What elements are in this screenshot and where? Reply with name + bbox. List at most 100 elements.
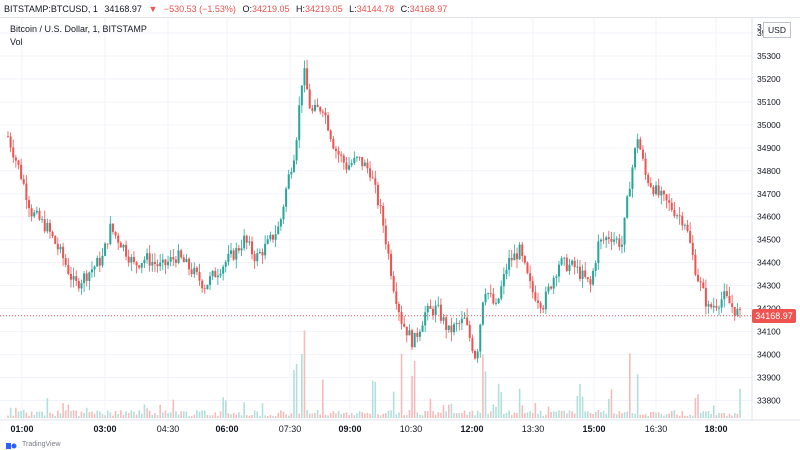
volume-bar [209, 415, 211, 418]
candle-body [416, 332, 419, 337]
volume-bar [203, 410, 206, 418]
volume-bar [167, 413, 169, 418]
volume-bar [282, 411, 285, 418]
candle-body [348, 165, 351, 170]
volume-bar [295, 363, 298, 418]
volume-bar [83, 412, 85, 418]
volume-bar [25, 412, 28, 418]
volume-bar [353, 415, 356, 418]
price-tick-label: 34900 [757, 143, 781, 153]
volume-bar [691, 415, 694, 418]
candle-body [140, 263, 143, 268]
candle-body [222, 266, 225, 274]
candle-body [130, 257, 133, 263]
volume-bar [177, 414, 180, 418]
candle-body [557, 264, 560, 277]
candle-body [355, 156, 358, 158]
close-value: 34168.97 [409, 4, 448, 14]
candle-body [460, 318, 463, 324]
volume-bar [429, 398, 432, 418]
volume-bar [497, 383, 500, 418]
volume-bar [240, 415, 243, 418]
time-tick-label: 18:00 [704, 424, 727, 434]
volume-bar [130, 410, 133, 418]
volume-bar [148, 410, 151, 418]
candle-body [20, 164, 23, 180]
volume-bar [400, 353, 403, 418]
volume-bar [67, 404, 70, 418]
candle-body [132, 257, 135, 262]
volume-bar [356, 413, 358, 418]
volume-bar [500, 392, 503, 418]
candle-body [725, 291, 728, 297]
candle-body [30, 208, 33, 217]
candle-body [285, 188, 288, 207]
price-axis: 33800 33900 34000 34100 34200 34300 34400 34500… [757, 28, 781, 406]
candle-body [311, 108, 314, 111]
volume-bar [626, 411, 628, 418]
volume-bar [256, 411, 259, 418]
volume-bar [277, 413, 280, 418]
volume-bar [455, 413, 458, 418]
volume-bar [571, 411, 573, 418]
candle-body [279, 219, 282, 227]
candle-body [578, 266, 581, 279]
candle-body [534, 292, 537, 301]
candle-body [96, 257, 99, 267]
volume-bars [7, 330, 741, 418]
volume-bar [185, 411, 188, 418]
volume-bar [361, 412, 363, 418]
candle-body [38, 210, 41, 220]
candle-body [369, 168, 372, 178]
volume-bar [169, 412, 172, 418]
symbol-name[interactable]: BITSTAMP:BTCUSD, 1 [4, 4, 98, 14]
volume-bar [127, 412, 130, 418]
candle-body [400, 312, 403, 324]
volume-bar [694, 398, 697, 418]
candle-body [193, 267, 196, 275]
volume-bar [395, 414, 398, 418]
volume-bar [539, 410, 542, 418]
candle-body [243, 235, 246, 249]
volume-bar [245, 415, 248, 418]
price-tick-label: 35000 [757, 120, 781, 130]
brand-name[interactable]: TradingView [22, 441, 61, 448]
candle-body [458, 323, 461, 324]
price-tick-label: 35300 [757, 51, 781, 61]
chart-legend: Bitcoin / U.S. Dollar, 1, BITSTAMP Vol [10, 24, 147, 50]
candle-body [146, 253, 149, 260]
volume-bar [537, 413, 539, 418]
volume-bar [49, 412, 51, 418]
volume-bar [329, 412, 332, 418]
candle-body [468, 324, 471, 338]
candle-body [681, 215, 684, 226]
volume-bar [85, 407, 88, 418]
candle-body [411, 330, 414, 348]
chart-grid [0, 18, 752, 420]
candle-body [586, 277, 589, 280]
candle-body [240, 248, 243, 251]
volume-bar [434, 414, 437, 418]
candle-body [308, 89, 311, 109]
volume-bar [655, 412, 657, 418]
candle-body [151, 261, 154, 266]
volume-bar [156, 414, 159, 418]
candle-body [581, 270, 584, 279]
time-tick-label: 04:30 [157, 424, 180, 434]
candle-body [686, 224, 689, 231]
currency-selector[interactable]: USD [763, 22, 791, 38]
candle-body [623, 217, 626, 245]
volume-bar [450, 403, 453, 418]
candle-body [258, 251, 261, 254]
volume-bar [154, 413, 156, 418]
candle-body [104, 243, 107, 256]
volume-bar [657, 412, 660, 418]
candle-body [298, 105, 301, 141]
volume-bar [196, 410, 198, 418]
volume-bar [91, 411, 93, 418]
volume-bar [581, 396, 584, 418]
candle-body [88, 272, 91, 281]
volume-bar [243, 402, 245, 418]
candle-body [159, 262, 162, 267]
